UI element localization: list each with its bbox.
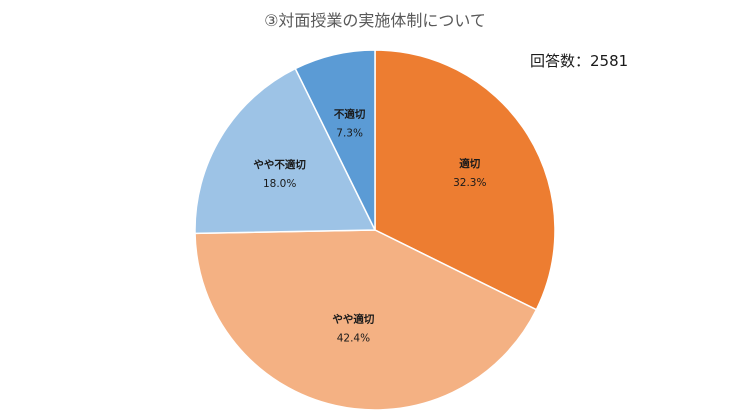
slice-label-2: やや適切 <box>332 313 374 326</box>
pie-slices <box>194 49 556 411</box>
slice-value-3: 18.0% <box>263 178 296 190</box>
slice-label-1: 適切 <box>459 157 480 170</box>
pie-slice-3 <box>194 67 377 235</box>
chart-title: ③対面授業の実施体制について <box>264 11 486 30</box>
pie-labels: 適切 32.3% やや適切 42.4% やや不適切 18.0% 不適切 7.3% <box>253 107 486 344</box>
slice-value-4: 7.3% <box>336 127 363 139</box>
pie-slice-1 <box>374 49 556 311</box>
pie-slice-4 <box>294 49 376 231</box>
pie-slice-2 <box>194 229 538 411</box>
slice-label-3: やや不適切 <box>253 158 306 171</box>
response-count: 回答数：2581 <box>530 52 628 70</box>
slice-label-4: 不適切 <box>334 107 366 120</box>
slice-value-1: 32.3% <box>453 177 486 189</box>
slice-value-2: 42.4% <box>337 333 370 345</box>
